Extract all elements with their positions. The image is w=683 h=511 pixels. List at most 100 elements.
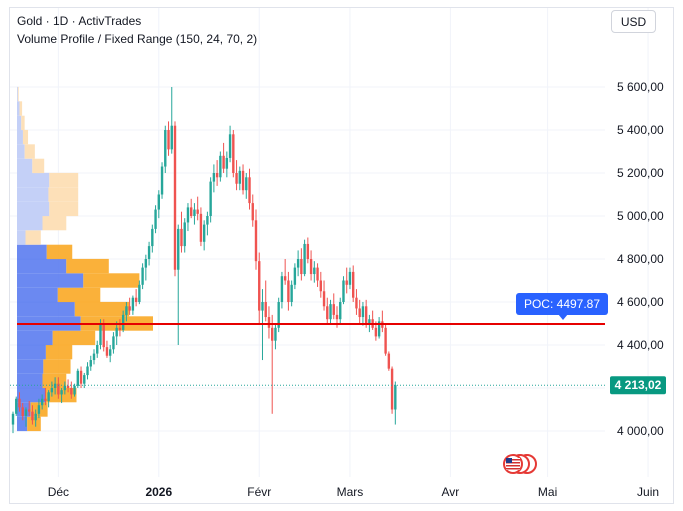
candle-body bbox=[121, 314, 125, 330]
x-tick-label: Avr bbox=[442, 485, 460, 499]
candle-body bbox=[222, 155, 225, 169]
symbol-title: Gold · 1D · ActivTrades bbox=[17, 14, 142, 28]
candle-body bbox=[31, 411, 34, 421]
vp-bar-up bbox=[17, 172, 50, 188]
candle-body bbox=[296, 259, 300, 268]
candle-body bbox=[345, 280, 348, 285]
candle-body bbox=[193, 209, 196, 216]
candle-body bbox=[157, 194, 160, 210]
candle-body bbox=[387, 353, 391, 369]
candle-body bbox=[290, 284, 293, 302]
candle-body bbox=[316, 267, 319, 281]
candle-body bbox=[261, 302, 264, 311]
vp-bar-down bbox=[46, 244, 73, 260]
poc-label-box bbox=[516, 292, 608, 315]
candle-body bbox=[309, 259, 313, 275]
last-price-label: 4 213,02 bbox=[615, 378, 662, 392]
candle-body bbox=[170, 125, 173, 150]
candle-body bbox=[258, 261, 261, 311]
candle-body bbox=[183, 222, 186, 247]
candle-body bbox=[352, 271, 355, 298]
candle-body bbox=[131, 297, 135, 311]
candle-body bbox=[271, 327, 274, 341]
candle-body bbox=[313, 267, 316, 275]
candle-body bbox=[173, 125, 177, 270]
candle-body bbox=[177, 228, 180, 270]
candle-body bbox=[63, 385, 67, 391]
candle-body bbox=[355, 297, 358, 309]
vp-bar-up bbox=[17, 144, 25, 159]
vp-bar-up bbox=[17, 359, 44, 374]
vp-bar-down bbox=[42, 215, 67, 231]
vp-bar-down bbox=[43, 359, 71, 374]
currency-button[interactable]: USD bbox=[611, 10, 656, 33]
candle-body bbox=[212, 173, 216, 182]
candle-body bbox=[96, 345, 99, 354]
candle-body bbox=[332, 304, 335, 315]
candle-body bbox=[141, 267, 144, 285]
candle-body bbox=[86, 366, 89, 376]
chart-legend[interactable]: Gold · 1D · ActivTrades Volume Profile /… bbox=[17, 12, 257, 48]
candle-body bbox=[73, 385, 76, 395]
x-tick-label: Mai bbox=[538, 485, 557, 499]
vp-bar-down bbox=[42, 373, 67, 389]
vp-bar-up bbox=[17, 387, 46, 403]
candle-body bbox=[303, 243, 306, 275]
time-axis[interactable]: Déc2026FévrMarsAvrMaiJuinJuill bbox=[48, 485, 683, 499]
candle-body bbox=[215, 173, 219, 178]
candle-body bbox=[202, 224, 206, 242]
candlestick-series bbox=[11, 87, 397, 434]
candle-body bbox=[28, 409, 31, 412]
vp-bar-down bbox=[27, 416, 41, 432]
vp-bar-up bbox=[17, 287, 58, 303]
candle-body bbox=[144, 259, 148, 268]
y-tick-label: 4 600,00 bbox=[617, 295, 664, 309]
vp-bar-up bbox=[17, 344, 46, 360]
flag-stripe bbox=[506, 462, 520, 464]
candle-body bbox=[105, 347, 109, 356]
candle-body bbox=[196, 209, 199, 214]
candle-body bbox=[151, 228, 154, 247]
candle-body bbox=[248, 177, 251, 204]
candle-body bbox=[128, 306, 131, 311]
candle-body bbox=[361, 306, 365, 318]
candle-body bbox=[18, 398, 21, 408]
flag-canton bbox=[506, 458, 512, 463]
flag-stripe bbox=[506, 468, 520, 470]
vp-bar-down bbox=[74, 301, 130, 317]
candle-body bbox=[377, 321, 381, 337]
y-tick-label: 5 600,00 bbox=[617, 80, 664, 94]
vp-bar-up bbox=[17, 301, 75, 317]
candle-body bbox=[83, 375, 86, 384]
candle-body bbox=[40, 398, 44, 406]
candle-body bbox=[125, 306, 128, 315]
indicator-title: Volume Profile / Fixed Range (150, 24, 7… bbox=[17, 32, 258, 46]
vp-bar-down bbox=[45, 344, 73, 360]
candle-body bbox=[15, 398, 18, 414]
chart-overlays: POC: 4497.87 bbox=[10, 292, 608, 474]
candle-body bbox=[326, 306, 329, 320]
vp-bar-down bbox=[21, 115, 25, 131]
candle-body bbox=[267, 317, 271, 328]
candle-body bbox=[293, 267, 297, 285]
candle-body bbox=[53, 383, 57, 388]
candle-body bbox=[283, 276, 287, 281]
vp-bar-up bbox=[17, 115, 22, 131]
price-axis[interactable]: 4 000,004 200,004 400,004 600,004 800,00… bbox=[610, 80, 666, 438]
vp-bar-up bbox=[17, 258, 67, 274]
vp-bar-down bbox=[25, 230, 41, 245]
y-tick-label: 4 400,00 bbox=[617, 338, 664, 352]
candle-body bbox=[374, 327, 378, 337]
candle-body bbox=[241, 170, 245, 191]
candle-body bbox=[76, 370, 79, 386]
candle-body bbox=[89, 360, 92, 367]
candle-body bbox=[280, 276, 284, 302]
candle-body bbox=[164, 130, 167, 167]
candle-body bbox=[79, 370, 83, 384]
candle-body bbox=[322, 291, 326, 307]
vp-bar-down bbox=[49, 172, 79, 188]
candle-body bbox=[167, 130, 170, 150]
grid-lines bbox=[10, 8, 649, 477]
candle-body bbox=[232, 134, 235, 173]
